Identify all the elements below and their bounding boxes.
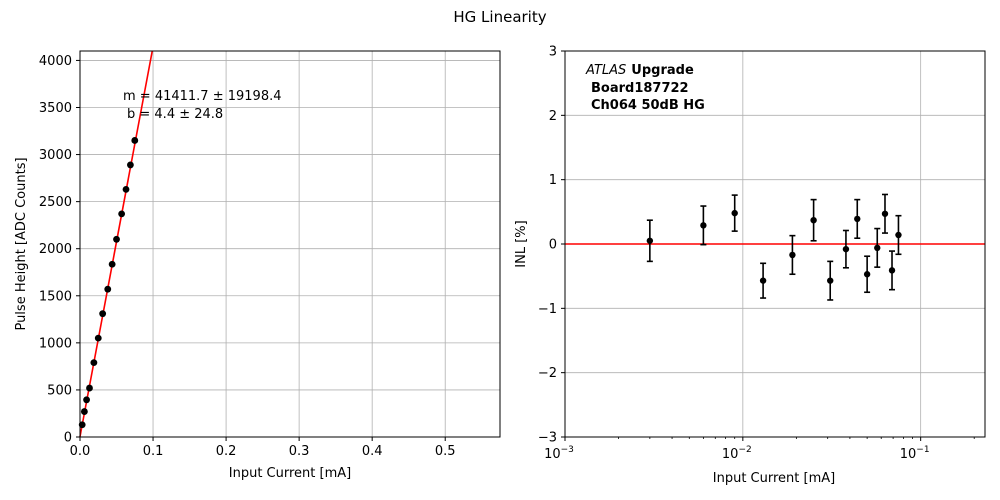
- inl-x-tick-label-exp: −1: [916, 445, 929, 455]
- linearity-x-tick-label: 0.4: [362, 444, 383, 459]
- linearity-y-tick-label: 1000: [39, 336, 72, 351]
- inl-data-point: [895, 231, 902, 239]
- inl-x-tick-label-exp: −2: [738, 445, 751, 455]
- linearity-x-axis-label: Input Current [mA]: [229, 466, 351, 481]
- linearity-y-tick-label: 1500: [39, 289, 72, 304]
- linearity-x-tick-label: 0.5: [435, 444, 456, 459]
- inl-y-tick-label: 2: [549, 109, 557, 124]
- inl-data-point: [810, 216, 817, 224]
- inl-y-tick-label: −1: [538, 302, 557, 317]
- inl-data-point: [881, 210, 889, 217]
- linearity-data-point: [131, 137, 139, 144]
- linearity-y-tick-label: 3500: [39, 101, 72, 116]
- inl-x-tick-label: 10−1: [900, 445, 930, 462]
- inl-legend-channel: Ch064 50dB HG: [591, 98, 705, 113]
- linearity-data-point: [104, 285, 112, 293]
- linearity-plot-frame: [79, 50, 501, 438]
- inl-data-point: [759, 277, 767, 284]
- inl-y-tick-label: 0: [549, 238, 557, 253]
- inl-y-tick-label: −3: [538, 431, 557, 446]
- linearity-y-tick-label: 0: [64, 431, 72, 446]
- linearity-y-tick-label: 3000: [39, 148, 72, 163]
- inl-x-tick-label-base: 10: [722, 447, 739, 462]
- linearity-data-point: [108, 260, 116, 268]
- inl-data-point: [863, 271, 871, 278]
- inl-y-tick-label: 1: [549, 173, 557, 188]
- inl-x-tick-label: 10−2: [722, 445, 752, 462]
- inl-x-axis-label: Input Current [mA]: [713, 471, 835, 486]
- linearity-data-point: [99, 310, 107, 318]
- linearity-y-tick-label: 4000: [39, 54, 72, 69]
- linearity-grid: [79, 51, 500, 438]
- inl-x-tick-label: 10−3: [544, 445, 574, 462]
- inl-x-tick-label-base: 10: [544, 447, 561, 462]
- inl-legend-board: Board187722: [591, 81, 689, 96]
- inl-data-point: [646, 237, 654, 244]
- inl-data-point: [789, 251, 796, 259]
- linearity-chart: 0.0 0.1 0.2 0.3 0.4 0.5 0 500 1000 1500 2000 2500 30…: [14, 50, 501, 481]
- linearity-marks: [78, 50, 154, 437]
- inl-data-point: [731, 209, 738, 217]
- inl-legend-line-1: ATLAS Upgrade: [585, 63, 694, 78]
- inl-y-tick-label: −2: [538, 366, 557, 381]
- linearity-data-point: [126, 161, 134, 169]
- linearity-data-point: [80, 408, 88, 415]
- linearity-y-axis-label: Pulse Height [ADC Counts]: [14, 157, 29, 330]
- linearity-y-tick-label: 500: [47, 383, 72, 398]
- linearity-data-point: [94, 334, 102, 342]
- inl-data-point: [827, 277, 834, 284]
- linearity-x-tick-label: 0.2: [216, 444, 237, 459]
- linearity-data-point: [118, 210, 126, 218]
- inl-data-point: [874, 244, 881, 252]
- inl-plot-frame: [564, 50, 986, 438]
- linearity-x-tick-label: 0.0: [70, 444, 91, 459]
- linearity-x-tick-label: 0.3: [289, 444, 310, 459]
- linearity-data-point: [122, 185, 130, 193]
- inl-data-point: [888, 267, 896, 274]
- linearity-y-tick-label: 2000: [39, 242, 72, 257]
- inl-legend-upgrade: Upgrade: [631, 63, 694, 78]
- linearity-data-point: [83, 396, 90, 404]
- inl-marks: [565, 193, 985, 301]
- linearity-data-point: [86, 384, 93, 392]
- inl-data-point: [854, 215, 861, 223]
- inl-legend-atlas: ATLAS: [585, 63, 626, 78]
- linearity-x-tick-label: 0.1: [143, 444, 164, 459]
- linearity-annotation-slope: m = 41411.7 ± 19198.4: [123, 89, 282, 104]
- linearity-fit-line: [79, 50, 154, 437]
- inl-y-axis-label: INL [%]: [514, 220, 529, 267]
- inl-x-tick-label-base: 10: [900, 447, 917, 462]
- figure-title: HG Linearity: [453, 8, 546, 26]
- inl-y-tick-label: 3: [549, 45, 557, 60]
- inl-x-tick-label-exp: −3: [561, 445, 574, 455]
- linearity-annotation-intercept: b = 4.4 ± 24.8: [127, 107, 223, 122]
- linearity-y-tick-label: 2500: [39, 195, 72, 210]
- inl-data-point: [700, 222, 707, 229]
- linearity-data-point: [113, 235, 120, 243]
- linearity-ticks: 0.0 0.1 0.2 0.3 0.4 0.5 0 500 1000 1500 2000 2500 30…: [39, 54, 456, 459]
- linearity-data-point: [90, 359, 98, 367]
- inl-data-point: [842, 245, 850, 253]
